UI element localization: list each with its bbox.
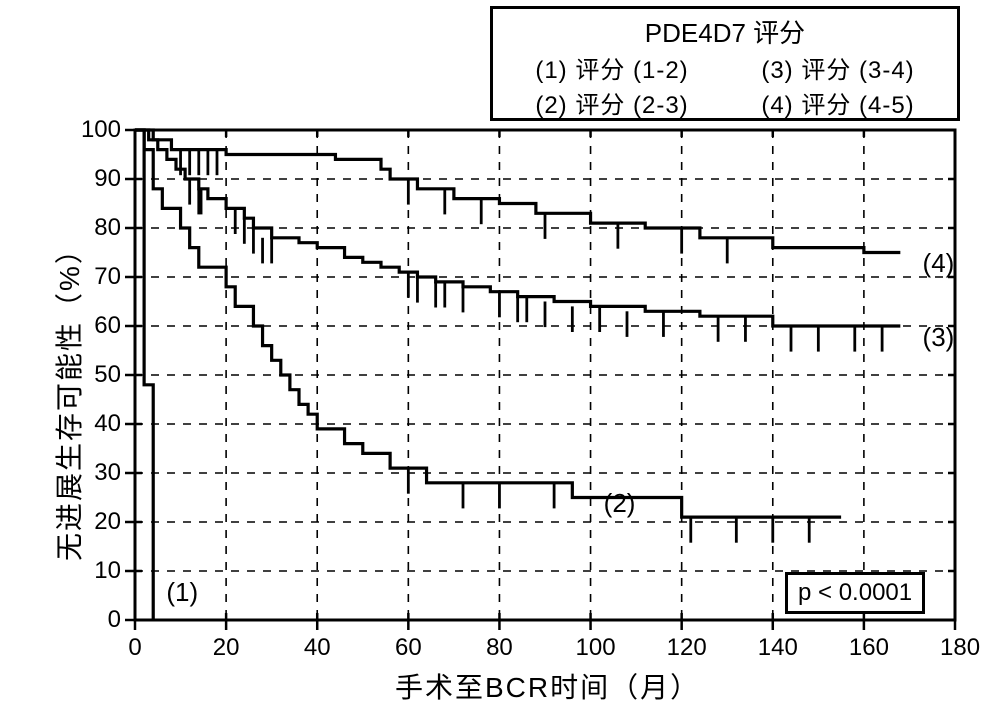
legend-title: PDE4D7 评分 (493, 13, 957, 50)
p-value-text: p < 0.0001 (798, 579, 912, 606)
x-tick-label: 140 (758, 634, 788, 662)
x-tick-label: 20 (211, 634, 241, 662)
x-tick-label: 0 (120, 634, 150, 662)
x-tick-label: 40 (302, 634, 332, 662)
figure-root: PDE4D7 评分 (1) 评分 (1-2) (3) 评分 (3-4) (2) … (0, 0, 1000, 720)
x-tick-label: 120 (667, 634, 697, 662)
y-tick-label: 30 (94, 459, 121, 487)
p-value-box: p < 0.0001 (785, 572, 925, 614)
y-axis-label: 无进展生存可能性（%） (48, 234, 88, 561)
legend-item-3: (3) 评分 (3-4) (725, 50, 951, 85)
series-label-2: (2) (604, 488, 636, 519)
x-axis-label: 手术至BCR时间（月） (395, 666, 695, 706)
x-tick-label: 180 (940, 634, 970, 662)
series-label-1: (1) (166, 577, 198, 608)
y-tick-label: 90 (94, 165, 121, 193)
y-tick-label: 10 (94, 557, 121, 585)
series-label-3: (3) (923, 322, 955, 353)
y-tick-label: 0 (108, 606, 121, 634)
x-tick-label: 160 (849, 634, 879, 662)
y-tick-label: 50 (94, 361, 121, 389)
y-tick-label: 60 (94, 312, 121, 340)
y-tick-label: 20 (94, 508, 121, 536)
y-tick-label: 100 (81, 116, 121, 144)
y-tick-label: 80 (94, 214, 121, 242)
x-tick-label: 60 (393, 634, 423, 662)
x-tick-label: 100 (576, 634, 606, 662)
legend-item-1: (1) 评分 (1-2) (499, 50, 725, 85)
y-tick-label: 70 (94, 263, 121, 291)
series-label-4: (4) (923, 248, 955, 279)
y-tick-label: 40 (94, 410, 121, 438)
x-tick-label: 80 (484, 634, 514, 662)
